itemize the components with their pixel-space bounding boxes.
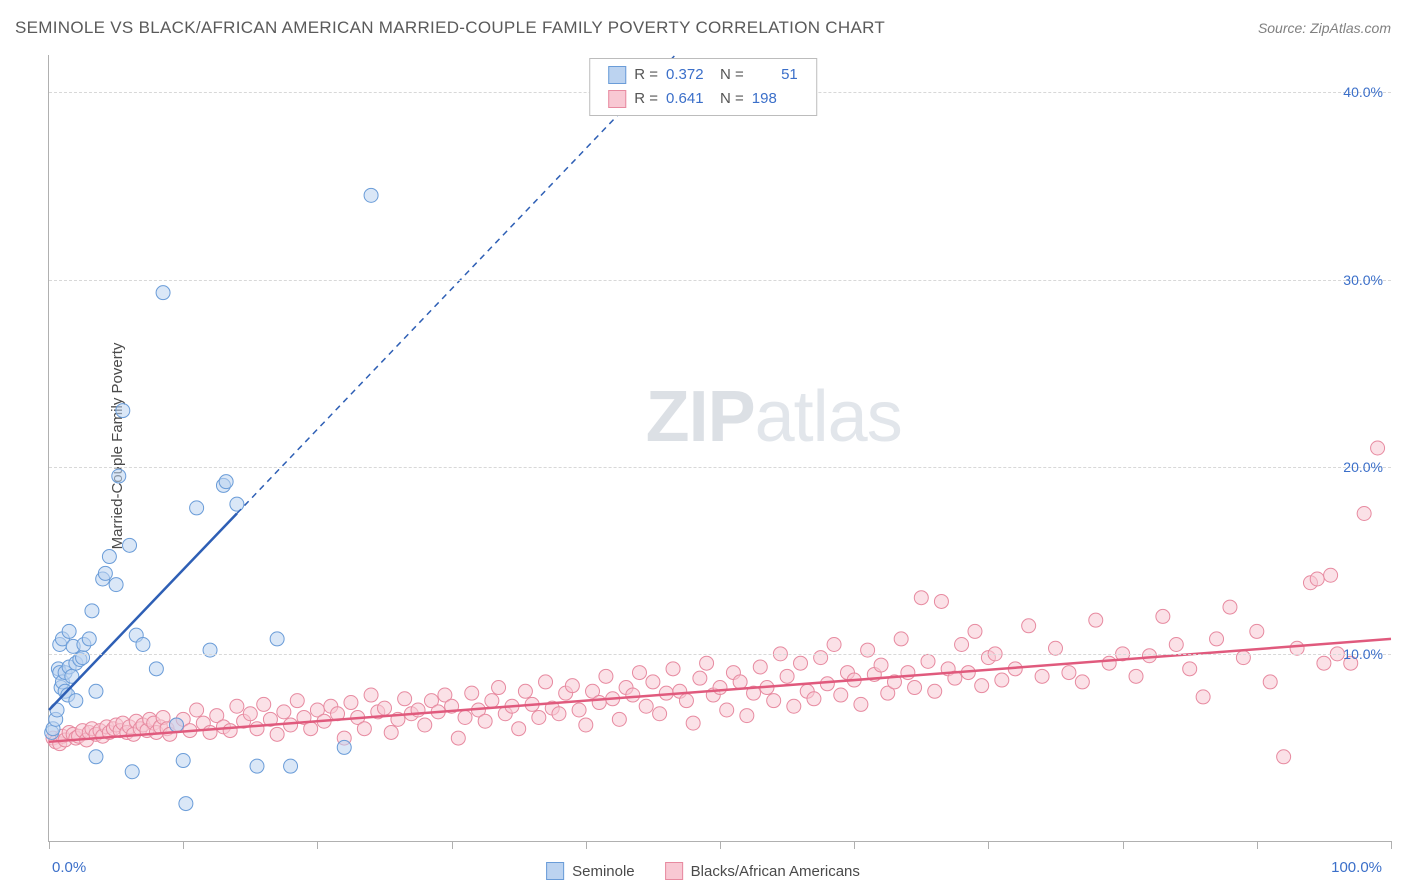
x-tick: [452, 841, 453, 849]
n-value-2: 198: [752, 87, 798, 111]
x-tick: [1123, 841, 1124, 849]
y-tick-label: 20.0%: [1343, 459, 1383, 475]
stats-legend-box: R = 0.372 N = 51 R = 0.641 N = 198: [589, 58, 817, 116]
r-label-1: R =: [634, 63, 658, 87]
y-tick-label: 40.0%: [1343, 84, 1383, 100]
x-axis-max-label: 100.0%: [1331, 859, 1382, 876]
stats-row-series1: R = 0.372 N = 51: [608, 63, 798, 87]
gridline: [49, 654, 1391, 655]
x-tick: [317, 841, 318, 849]
x-tick: [183, 841, 184, 849]
legend-swatch-series2: [665, 862, 683, 880]
x-tick: [586, 841, 587, 849]
legend-item-series2: Blacks/African Americans: [665, 862, 860, 880]
legend-swatch-series1: [546, 862, 564, 880]
x-tick: [720, 841, 721, 849]
n-label-1: N =: [720, 63, 744, 87]
legend-label-series1: Seminole: [572, 863, 635, 880]
n-label-2: N =: [720, 87, 744, 111]
stats-row-series2: R = 0.641 N = 198: [608, 87, 798, 111]
swatch-series1: [608, 66, 626, 84]
r-value-2: 0.641: [666, 87, 712, 111]
legend-label-series2: Blacks/African Americans: [691, 863, 860, 880]
swatch-series2: [608, 90, 626, 108]
gridline: [49, 467, 1391, 468]
x-tick: [1257, 841, 1258, 849]
y-tick-label: 10.0%: [1343, 646, 1383, 662]
legend-item-series1: Seminole: [546, 862, 635, 880]
scatter-plot-svg: [49, 55, 1391, 841]
x-tick: [988, 841, 989, 849]
r-value-1: 0.372: [666, 63, 712, 87]
gridline: [49, 280, 1391, 281]
chart-title: SEMINOLE VS BLACK/AFRICAN AMERICAN MARRI…: [15, 18, 885, 38]
x-tick: [49, 841, 50, 849]
y-tick-label: 30.0%: [1343, 272, 1383, 288]
x-axis-min-label: 0.0%: [52, 859, 86, 876]
x-tick: [854, 841, 855, 849]
bottom-legend: Seminole Blacks/African Americans: [546, 862, 860, 880]
x-tick: [1391, 841, 1392, 849]
r-label-2: R =: [634, 87, 658, 111]
source-text: Source: ZipAtlas.com: [1258, 20, 1391, 36]
n-value-1: 51: [752, 63, 798, 87]
chart-plot-area: ZIPatlas 10.0%20.0%30.0%40.0%: [48, 55, 1391, 842]
